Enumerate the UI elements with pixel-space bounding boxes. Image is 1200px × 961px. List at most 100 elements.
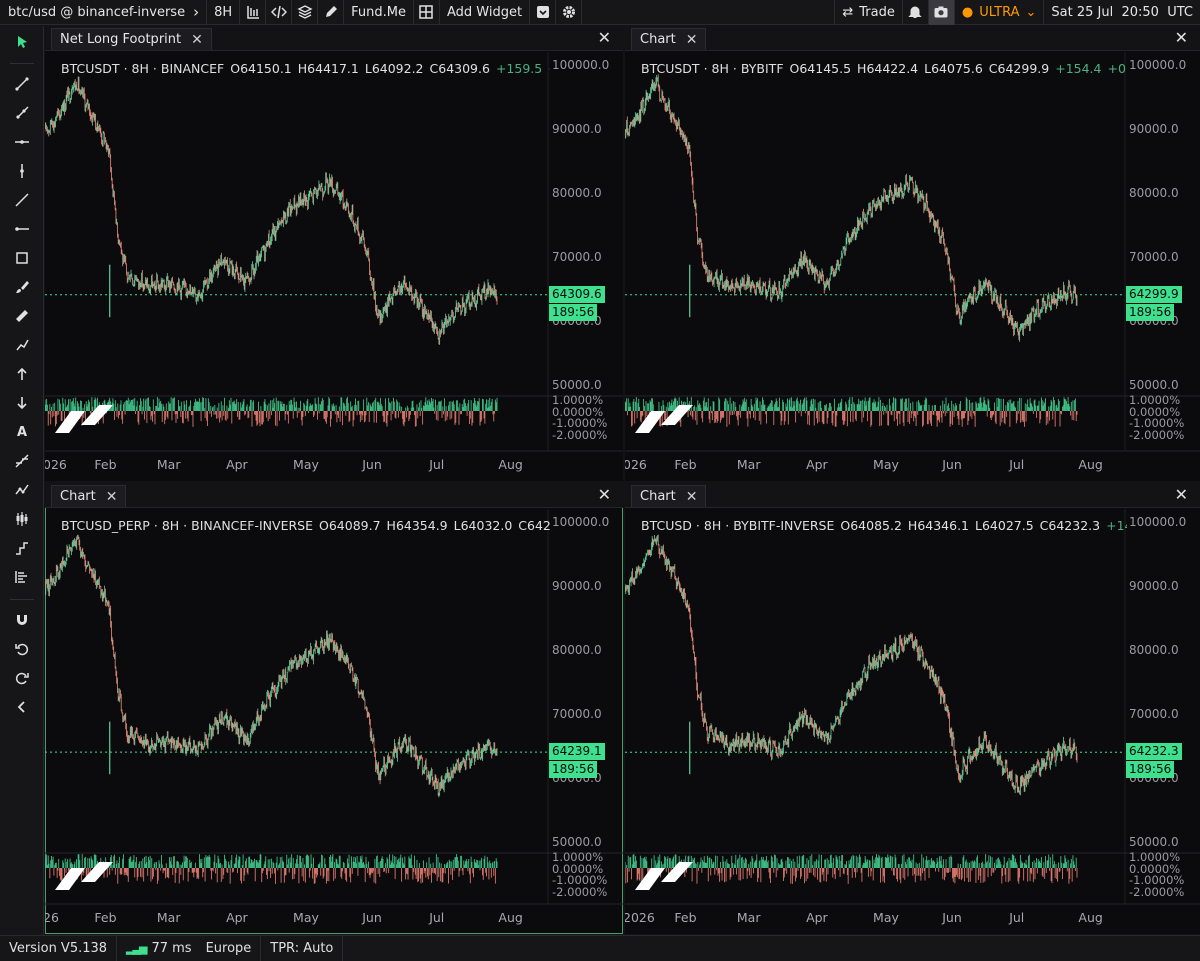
layers-icon[interactable]	[292, 0, 319, 25]
camera-icon[interactable]	[928, 0, 955, 25]
price-chart[interactable]	[45, 26, 623, 481]
candles	[45, 534, 498, 798]
arrow-up-icon[interactable]	[9, 363, 35, 385]
arrow-down-icon[interactable]	[9, 392, 35, 414]
chart-pane-bybitf[interactable]: Chart ✕ ✕ 100000.0 90000.0 80000.0 70000.0 6000…	[625, 26, 1200, 481]
fundme-button[interactable]: Fund.Me	[344, 0, 414, 25]
magnet-icon[interactable]	[9, 609, 35, 631]
legend-open: O64089.7	[319, 517, 381, 533]
legend-symbol: BTCUSDT	[61, 60, 120, 76]
time-axis-label: 2026	[625, 910, 655, 925]
pane-close-icon[interactable]: ✕	[597, 28, 611, 47]
time-axis-label: Jun	[362, 910, 382, 925]
candles-icon[interactable]	[9, 508, 35, 530]
candles	[625, 534, 1078, 796]
volume-profile-icon[interactable]	[9, 566, 35, 588]
ohlc-legend[interactable]: BTCUSD · 8H · BYBITF-INVERSE O64085.2 H64346.1…	[635, 516, 1127, 534]
time-axis-label: Jun	[942, 457, 962, 472]
price-tick: 50000.0	[552, 835, 602, 850]
watermark-logo	[635, 862, 693, 890]
pane-close-icon[interactable]: ✕	[597, 485, 611, 504]
bar-countdown-tag: 189:56	[1126, 303, 1175, 321]
chart-pane-binancef-inverse[interactable]: Chart ✕ ✕ 100000.0 90000.0 80000.0 70000.0 6000…	[45, 483, 623, 934]
price-tick: 50000.0	[1129, 378, 1179, 393]
add-widget-button[interactable]: Add Widget	[440, 0, 531, 25]
cursor-icon[interactable]	[9, 31, 35, 53]
brush-icon[interactable]	[9, 276, 35, 298]
chart-type-icon[interactable]	[240, 0, 267, 25]
redo-icon[interactable]	[9, 667, 35, 689]
fib-retracement-icon[interactable]	[9, 450, 35, 472]
pattern-icon[interactable]	[9, 479, 35, 501]
vertical-line-icon[interactable]	[9, 160, 35, 182]
pane-tab[interactable]: Chart ✕	[631, 28, 707, 50]
grid-layout-icon[interactable]	[414, 0, 440, 25]
tab-close-icon[interactable]: ✕	[105, 488, 118, 505]
price-chart[interactable]	[625, 483, 1200, 934]
tpr-setting[interactable]: TPR: Auto	[261, 935, 344, 961]
bell-icon[interactable]	[903, 0, 929, 25]
tab-close-icon[interactable]: ✕	[685, 31, 698, 48]
pane-tab-label: Chart	[640, 32, 676, 47]
rectangle-icon[interactable]	[9, 247, 35, 269]
pane-tab[interactable]: Net Long Footprint ✕	[51, 28, 212, 50]
trend-line-icon[interactable]	[9, 73, 35, 95]
line-segment-icon[interactable]	[9, 189, 35, 211]
oscillator-tick: -2.0000%	[1129, 427, 1185, 442]
pane-tab-row: Net Long Footprint ✕ ✕	[45, 26, 623, 51]
collapse-chevron-icon[interactable]	[9, 696, 35, 718]
symbol-selector[interactable]: btc/usd @ binancef-inverse ›	[0, 0, 208, 25]
oscillator-histogram	[625, 854, 1078, 884]
fundme-label: Fund.Me	[351, 4, 406, 20]
ohlc-legend[interactable]: BTCUSD_PERP · 8H · BINANCEF-INVERSE O64089.7 H…	[55, 516, 550, 534]
version-text: Version V5.138	[9, 941, 108, 956]
horizontal-ray-icon[interactable]	[9, 218, 35, 240]
chart-pane-bybitf-inverse[interactable]: Chart ✕ ✕ 100000.0 90000.0 80000.0 70000.0 6000…	[625, 483, 1200, 934]
pane-close-icon[interactable]: ✕	[1174, 28, 1188, 47]
oscillator-tick: -1.0000%	[1129, 416, 1185, 430]
undo-icon[interactable]	[9, 638, 35, 660]
time-axis-label: Jun	[942, 910, 962, 925]
ruler-icon[interactable]	[9, 305, 35, 327]
step-line-icon[interactable]	[9, 537, 35, 559]
horizontal-line-icon[interactable]	[9, 131, 35, 153]
ohlc-legend[interactable]: BTCUSDT · 8H · BINANCEF O64150.1 H64417.1 L6409…	[55, 59, 550, 77]
trade-button[interactable]: ⇄ Trade	[834, 0, 903, 25]
latency-indicator[interactable]: ▂▃▅ 77 ms Europe	[117, 935, 262, 961]
price-tick: 50000.0	[1129, 835, 1179, 850]
price-chart[interactable]	[45, 483, 623, 934]
path-icon[interactable]	[9, 334, 35, 356]
time-axis-label: Aug	[1078, 910, 1103, 925]
pane-close-icon[interactable]: ✕	[1174, 485, 1188, 504]
price-tick: 100000.0	[1129, 58, 1187, 73]
legend-low: L64027.5	[975, 517, 1034, 533]
legend-high: H64354.9	[386, 517, 448, 533]
legend-open: O64150.1	[230, 60, 292, 76]
pencil-icon[interactable]	[318, 0, 345, 25]
tab-close-icon[interactable]: ✕	[685, 488, 698, 505]
code-icon[interactable]	[266, 0, 293, 25]
status-bar: Version V5.138 ▂▃▅ 77 ms Europe TPR: Aut…	[0, 935, 1200, 961]
tpr-text: TPR: Auto	[270, 941, 334, 956]
ohlc-legend[interactable]: BTCUSDT · 8H · BYBITF O64145.5 H64422.4 L64075.…	[635, 59, 1127, 77]
chart-pane-binancef[interactable]: Net Long Footprint ✕ ✕ 100000.0 90000.0 80000…	[45, 26, 623, 481]
plan-dropdown[interactable]: ● ULTRA ⌄	[955, 0, 1045, 25]
price-chart[interactable]	[625, 26, 1200, 481]
pane-tab[interactable]: Chart ✕	[51, 485, 127, 507]
version-label: Version V5.138	[0, 935, 118, 961]
time-axis-label: Aug	[1078, 457, 1103, 472]
dropdown-box-icon[interactable]	[530, 0, 557, 25]
gear-icon[interactable]	[556, 0, 583, 25]
time-axis-label: May	[873, 457, 899, 472]
legend-close: C64232.3	[1039, 517, 1101, 533]
oscillator-tick: -2.0000%	[1129, 884, 1185, 899]
text-tool-icon[interactable]: A	[16, 424, 28, 440]
pane-tab[interactable]: Chart ✕	[631, 485, 707, 507]
tab-close-icon[interactable]: ✕	[191, 31, 203, 48]
ray-icon[interactable]	[9, 102, 35, 124]
watermark-logo	[55, 405, 113, 433]
price-tick: 70000.0	[1129, 707, 1179, 722]
interval-button[interactable]: 8H	[207, 0, 241, 25]
legend-close: C6423	[518, 517, 550, 533]
chevron-right-icon: ›	[193, 3, 200, 21]
